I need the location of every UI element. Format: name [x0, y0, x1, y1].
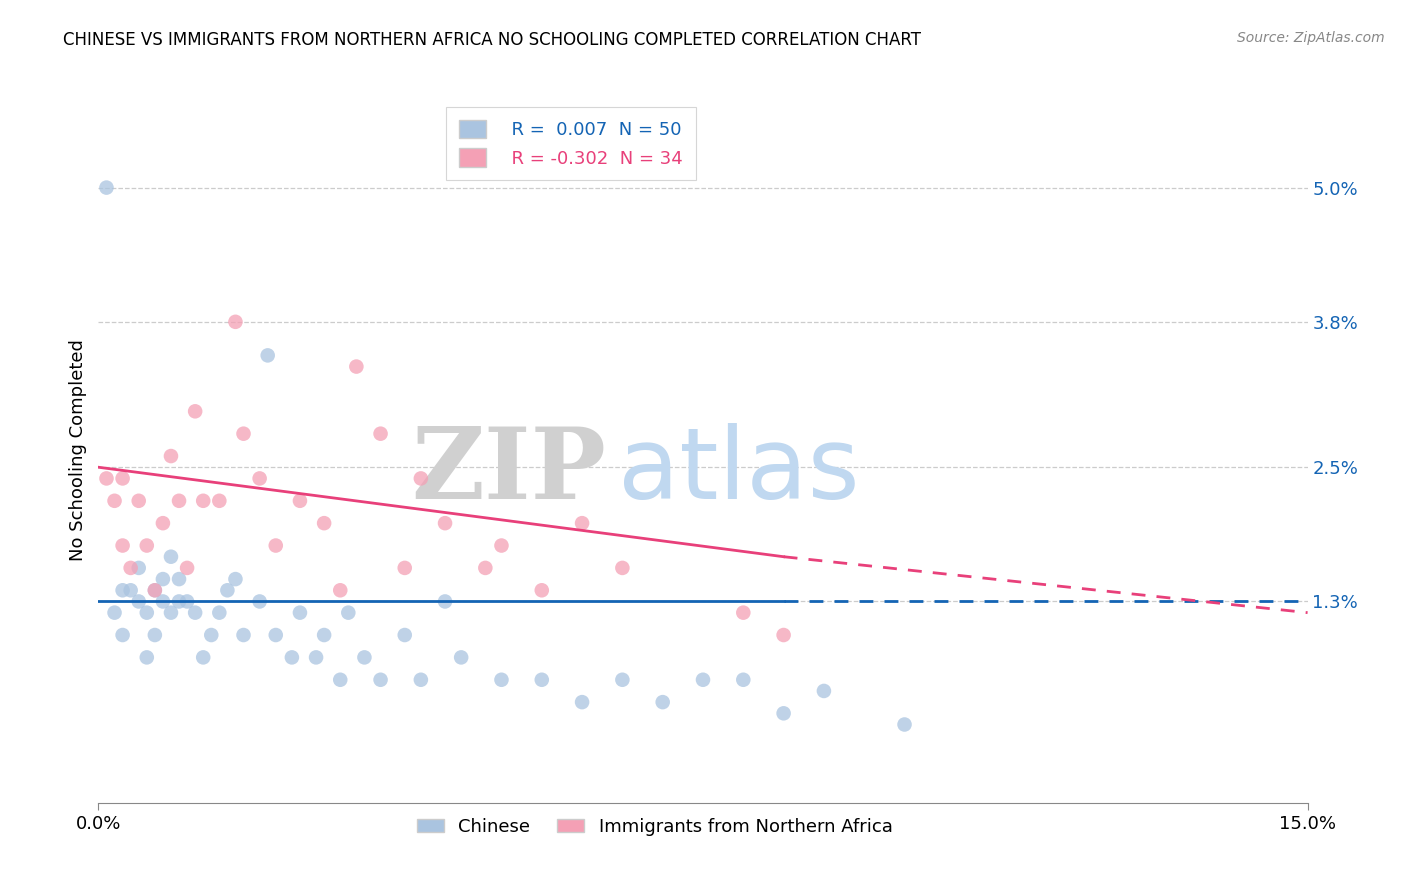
Point: [491, 539, 513, 553]
Point: [200, 628, 222, 642]
Point: [143, 628, 166, 642]
Point: [394, 561, 416, 575]
Point: [152, 516, 174, 531]
Point: [256, 348, 278, 362]
Point: [337, 606, 360, 620]
Text: Source: ZipAtlas.com: Source: ZipAtlas.com: [1237, 31, 1385, 45]
Point: [232, 628, 254, 642]
Point: [249, 471, 271, 485]
Point: [184, 606, 207, 620]
Point: [224, 572, 246, 586]
Point: [281, 650, 304, 665]
Point: [450, 650, 472, 665]
Point: [208, 493, 231, 508]
Point: [612, 561, 634, 575]
Point: [434, 594, 457, 608]
Point: [135, 539, 157, 553]
Point: [571, 516, 593, 531]
Point: [143, 583, 166, 598]
Point: [305, 650, 328, 665]
Y-axis label: No Schooling Completed: No Schooling Completed: [69, 340, 87, 561]
Point: [167, 572, 190, 586]
Point: [135, 606, 157, 620]
Point: [772, 628, 794, 642]
Point: [176, 561, 198, 575]
Point: [160, 449, 183, 463]
Point: [264, 539, 287, 553]
Point: [288, 493, 311, 508]
Point: [571, 695, 593, 709]
Point: [176, 594, 198, 608]
Point: [249, 594, 271, 608]
Point: [111, 471, 134, 485]
Text: CHINESE VS IMMIGRANTS FROM NORTHERN AFRICA NO SCHOOLING COMPLETED CORRELATION CH: CHINESE VS IMMIGRANTS FROM NORTHERN AFRI…: [63, 31, 921, 49]
Point: [193, 650, 215, 665]
Point: [103, 606, 125, 620]
Point: [152, 572, 174, 586]
Point: [111, 539, 134, 553]
Point: [135, 650, 157, 665]
Point: [314, 628, 336, 642]
Point: [128, 493, 150, 508]
Point: [370, 673, 392, 687]
Point: [152, 594, 174, 608]
Point: [893, 717, 915, 731]
Point: [288, 606, 311, 620]
Point: [409, 673, 432, 687]
Point: [409, 471, 432, 485]
Point: [103, 493, 125, 508]
Point: [111, 583, 134, 598]
Point: [96, 471, 118, 485]
Point: [120, 583, 142, 598]
Point: [96, 180, 118, 194]
Point: [193, 493, 215, 508]
Point: [111, 628, 134, 642]
Point: [329, 583, 352, 598]
Point: [160, 606, 183, 620]
Point: [120, 561, 142, 575]
Point: [128, 561, 150, 575]
Point: [314, 516, 336, 531]
Point: [224, 315, 246, 329]
Point: [370, 426, 392, 441]
Point: [733, 673, 755, 687]
Point: [264, 628, 287, 642]
Point: [612, 673, 634, 687]
Text: atlas: atlas: [619, 423, 860, 520]
Point: [184, 404, 207, 418]
Point: [128, 594, 150, 608]
Point: [491, 673, 513, 687]
Point: [329, 673, 352, 687]
Point: [167, 594, 190, 608]
Point: [143, 583, 166, 598]
Point: [167, 493, 190, 508]
Point: [353, 650, 375, 665]
Point: [217, 583, 239, 598]
Point: [434, 516, 457, 531]
Text: ZIP: ZIP: [412, 423, 606, 520]
Point: [394, 628, 416, 642]
Point: [208, 606, 231, 620]
Point: [474, 561, 496, 575]
Legend: Chinese, Immigrants from Northern Africa: Chinese, Immigrants from Northern Africa: [409, 811, 900, 843]
Point: [530, 673, 553, 687]
Point: [344, 359, 367, 374]
Point: [813, 684, 835, 698]
Point: [692, 673, 714, 687]
Point: [651, 695, 673, 709]
Point: [772, 706, 794, 721]
Point: [733, 606, 755, 620]
Point: [530, 583, 553, 598]
Point: [160, 549, 183, 564]
Point: [232, 426, 254, 441]
